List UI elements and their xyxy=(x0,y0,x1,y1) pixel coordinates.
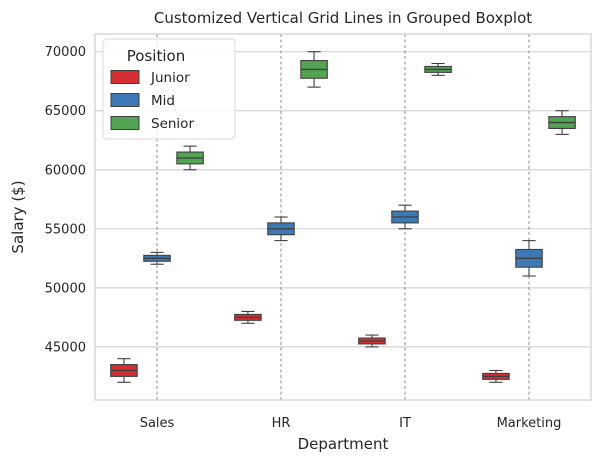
legend-swatch xyxy=(110,116,140,130)
y-tick-label: 50000 xyxy=(45,281,86,296)
legend-title: Position xyxy=(127,47,185,65)
box-mid-marketing xyxy=(515,240,543,277)
x-axis-label: Department xyxy=(298,435,389,453)
y-axis-label: Salary ($) xyxy=(9,180,27,253)
legend: Position Junior Mid Senior xyxy=(102,38,236,140)
box-junior-marketing xyxy=(482,369,510,383)
y-tick-label: 55000 xyxy=(45,222,86,237)
box-senior-sales xyxy=(176,145,204,171)
x-tick-label-marketing: Marketing xyxy=(497,416,562,431)
plot-frame xyxy=(94,33,592,401)
legend-item-junior: Junior xyxy=(110,70,190,86)
box-senior-marketing xyxy=(548,110,576,135)
x-tick-label-hr: HR xyxy=(272,416,291,431)
box-senior-hr xyxy=(300,51,328,88)
chart-title: Customized Vertical Grid Lines in Groupe… xyxy=(154,9,532,27)
y-tick-label: 65000 xyxy=(45,104,86,119)
box-layer xyxy=(110,51,576,383)
legend-frame xyxy=(102,38,236,140)
legend-items: Junior Mid Senior xyxy=(110,70,194,132)
box-junior-sales xyxy=(110,358,138,383)
box-mid-hr xyxy=(267,216,295,242)
legend-label: Senior xyxy=(151,116,194,132)
x-tick-label-it: IT xyxy=(399,416,411,431)
box-mid-sales xyxy=(143,251,171,265)
legend-swatch xyxy=(110,93,140,107)
y-tick-label: 60000 xyxy=(45,163,86,178)
legend-label: Junior xyxy=(150,70,190,86)
box-junior-it xyxy=(358,334,386,348)
y-tick-label: 45000 xyxy=(45,340,86,355)
legend-swatch xyxy=(110,70,140,84)
box-mid-it xyxy=(391,204,419,230)
legend-label: Mid xyxy=(151,93,175,109)
legend-item-senior: Senior xyxy=(110,116,194,132)
tick-layer: 45000 50000 55000 60000 65000 70000 Sales HR IT M… xyxy=(45,45,562,431)
box-senior-it xyxy=(424,62,452,76)
legend-item-mid: Mid xyxy=(110,93,175,109)
y-tick-label: 70000 xyxy=(45,45,86,60)
x-tick-label-sales: Sales xyxy=(140,416,175,431)
box-junior-hr xyxy=(234,310,262,324)
